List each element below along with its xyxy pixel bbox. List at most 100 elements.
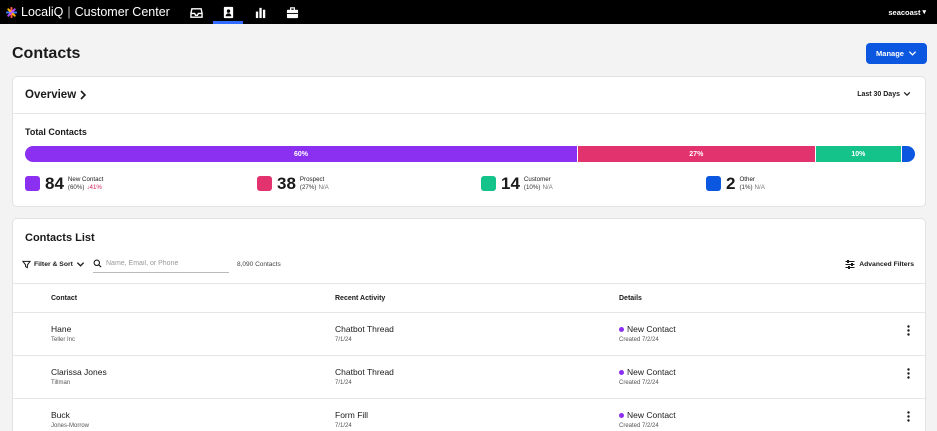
recent-activity-date: 7/1/24	[335, 380, 352, 386]
chevron-down-icon	[908, 51, 917, 56]
bar-chart-icon	[255, 7, 265, 18]
product-name: Customer Center	[74, 5, 170, 19]
legend-stats: (60%) ↓41%	[68, 184, 103, 192]
nav-reports[interactable]	[244, 0, 276, 24]
column-header-recent-activity[interactable]: Recent Activity	[335, 295, 386, 302]
legend-meta: New Contact (60%) ↓41%	[68, 176, 103, 192]
legend-percent: (1%)	[739, 183, 753, 191]
user-menu[interactable]: seacoast ▾	[888, 0, 926, 24]
legend-item[interactable]: 14 Customer (10%) N/A	[481, 175, 553, 192]
manage-button[interactable]: Manage	[866, 43, 927, 64]
legend-percent: (27%)	[299, 183, 317, 191]
chevron-down-icon	[903, 91, 911, 97]
contact-company: Jones-Morrow	[51, 423, 90, 429]
contact-name[interactable]: Buck	[51, 410, 70, 420]
advanced-filters-button[interactable]: Advanced Filters	[845, 260, 914, 269]
filter-sort-label: Filter & Sort	[34, 261, 73, 268]
inbox-icon	[189, 7, 203, 18]
bar-segment-label: 27%	[689, 150, 704, 158]
status-dot-icon	[619, 369, 624, 375]
more-vertical-icon	[906, 410, 910, 422]
row-actions-button[interactable]	[903, 409, 913, 423]
table-row[interactable]: Buck Jones-Morrow Form Fill 7/1/24 New Conta…	[13, 399, 925, 431]
legend-swatch	[481, 176, 496, 191]
nav-contacts[interactable]	[212, 0, 244, 24]
date-range-label: Last 30 Days	[857, 90, 900, 98]
brand-name: LocaliQ	[21, 5, 64, 19]
total-contacts-label: Total Contacts	[25, 127, 87, 137]
overview-card: Overview Last 30 Days Total Contacts 60%…	[12, 76, 926, 207]
overview-title: Overview	[25, 89, 77, 101]
legend-change: ↓41%	[86, 183, 102, 191]
filter-sort-button[interactable]: Filter & Sort	[22, 260, 85, 269]
main-nav	[180, 0, 308, 24]
contact-company: Tillman	[51, 380, 71, 386]
legend-count: 84	[45, 174, 64, 193]
manage-button-label: Manage	[876, 49, 904, 58]
page-title: Contacts	[12, 45, 81, 62]
overview-header: Overview Last 30 Days	[13, 77, 925, 114]
legend-name: Prospect	[299, 175, 325, 183]
contact-name[interactable]: Hane	[51, 324, 72, 334]
row-actions-button[interactable]	[903, 366, 913, 380]
legend-item[interactable]: 84 New Contact (60%) ↓41%	[25, 175, 103, 192]
legend-stats: (10%) N/A	[524, 184, 553, 192]
bar-segment[interactable]: 60%	[25, 146, 578, 162]
status-dot-icon	[619, 412, 624, 418]
bar-segment-label: 10%	[851, 150, 866, 158]
recent-activity-date: 7/1/24	[335, 337, 352, 343]
row-actions-button[interactable]	[903, 323, 913, 337]
status-label: New Contact	[627, 410, 676, 420]
recent-activity: Form Fill	[335, 410, 369, 420]
nav-business[interactable]	[276, 0, 308, 24]
legend-count: 14	[501, 174, 520, 193]
legend-name: Customer	[523, 175, 551, 183]
search-input[interactable]	[106, 260, 221, 267]
status-label: New Contact	[627, 367, 676, 377]
legend-swatch	[706, 176, 721, 191]
legend-meta: Customer (10%) N/A	[524, 176, 553, 192]
legend-change: N/A	[542, 183, 553, 191]
column-header-details[interactable]: Details	[619, 295, 642, 302]
legend-item[interactable]: 38 Prospect (27%) N/A	[257, 175, 329, 192]
recent-activity: Chatbot Thread	[335, 324, 394, 334]
legend-change: N/A	[318, 183, 329, 191]
top-navigation-bar: LocaliQ | Customer Center seacoast ▾	[0, 0, 937, 24]
brand-separator: |	[67, 5, 71, 19]
contacts-stacked-bar: 60% 27% 10%	[25, 146, 915, 162]
legend-stats: (27%) N/A	[300, 184, 329, 192]
brand[interactable]: LocaliQ | Customer Center	[6, 5, 170, 19]
column-header-contact[interactable]: Contact	[51, 295, 78, 302]
contact-company: Teller Inc	[51, 337, 76, 343]
created-date: Created 7/2/24	[619, 423, 659, 429]
legend-percent: (10%)	[523, 183, 541, 191]
created-date: Created 7/2/24	[619, 380, 659, 386]
bar-segment-label: 60%	[293, 150, 308, 158]
legend-name: New Contact	[67, 175, 104, 183]
table-header: Contact Recent Activity Details	[13, 283, 925, 313]
bar-segment[interactable]	[902, 146, 915, 162]
nav-inbox[interactable]	[180, 0, 212, 24]
contacts-count: 8,090 Contacts	[237, 261, 281, 268]
table-row[interactable]: Clarissa Jones Tillman Chatbot Thread 7/1/2…	[13, 356, 925, 399]
legend-meta: Other (1%) N/A	[739, 176, 764, 192]
bar-segment[interactable]: 27%	[577, 146, 816, 162]
legend-count: 2	[726, 174, 736, 193]
legend-item[interactable]: 2 Other (1%) N/A	[706, 175, 765, 192]
chevron-down-icon: ▾	[922, 9, 926, 16]
overview-link[interactable]: Overview	[25, 89, 87, 101]
status-badge: New Contact	[619, 410, 676, 420]
advanced-filters-label: Advanced Filters	[859, 261, 914, 268]
contact-card-icon	[223, 6, 233, 18]
recent-activity: Chatbot Thread	[335, 367, 394, 377]
contact-name[interactable]: Clarissa Jones	[51, 367, 107, 377]
created-date: Created 7/2/24	[619, 337, 659, 343]
table-row[interactable]: Hane Teller Inc Chatbot Thread 7/1/24 New Co…	[13, 313, 925, 356]
contact-search[interactable]	[93, 255, 229, 273]
status-badge: New Contact	[619, 324, 676, 334]
date-range-select[interactable]: Last 30 Days	[857, 90, 911, 98]
legend-swatch	[257, 176, 272, 191]
bar-segment[interactable]: 10%	[815, 146, 903, 162]
sliders-icon	[845, 260, 855, 269]
status-label: New Contact	[627, 324, 676, 334]
